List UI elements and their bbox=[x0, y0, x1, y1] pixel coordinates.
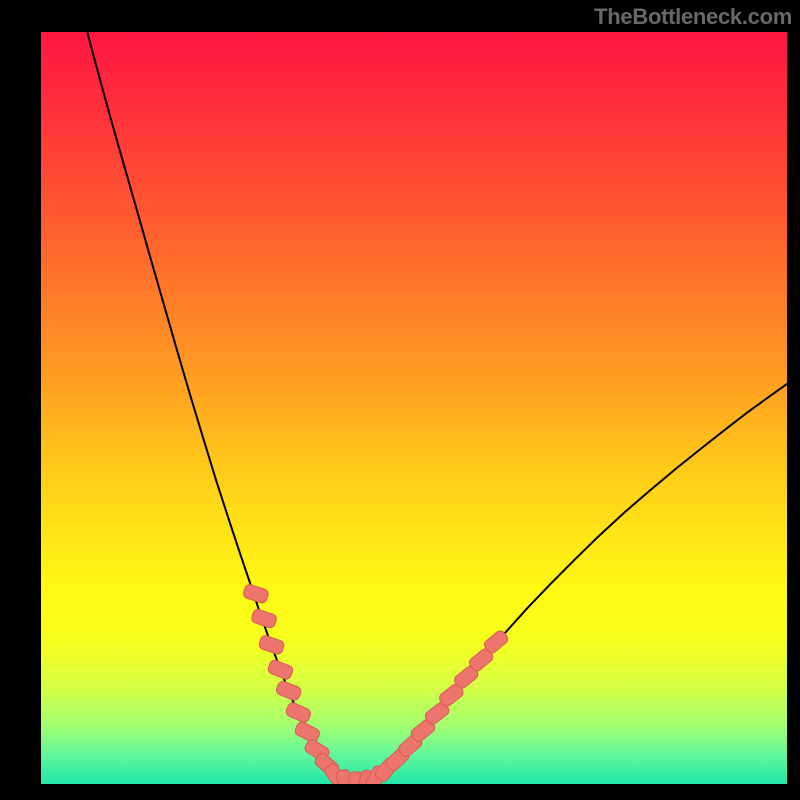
plot-svg bbox=[41, 32, 787, 784]
scatter-marker bbox=[250, 608, 277, 629]
watermark-text: TheBottleneck.com bbox=[594, 4, 792, 30]
scatter-marker bbox=[275, 680, 302, 702]
scatter-marker bbox=[258, 634, 285, 655]
scatter-marker bbox=[293, 720, 321, 743]
scatter-marker bbox=[267, 659, 294, 681]
plot-area bbox=[41, 32, 787, 784]
scatter-marker bbox=[285, 701, 313, 724]
curve-path bbox=[87, 32, 356, 784]
scatter-marker bbox=[242, 583, 269, 604]
